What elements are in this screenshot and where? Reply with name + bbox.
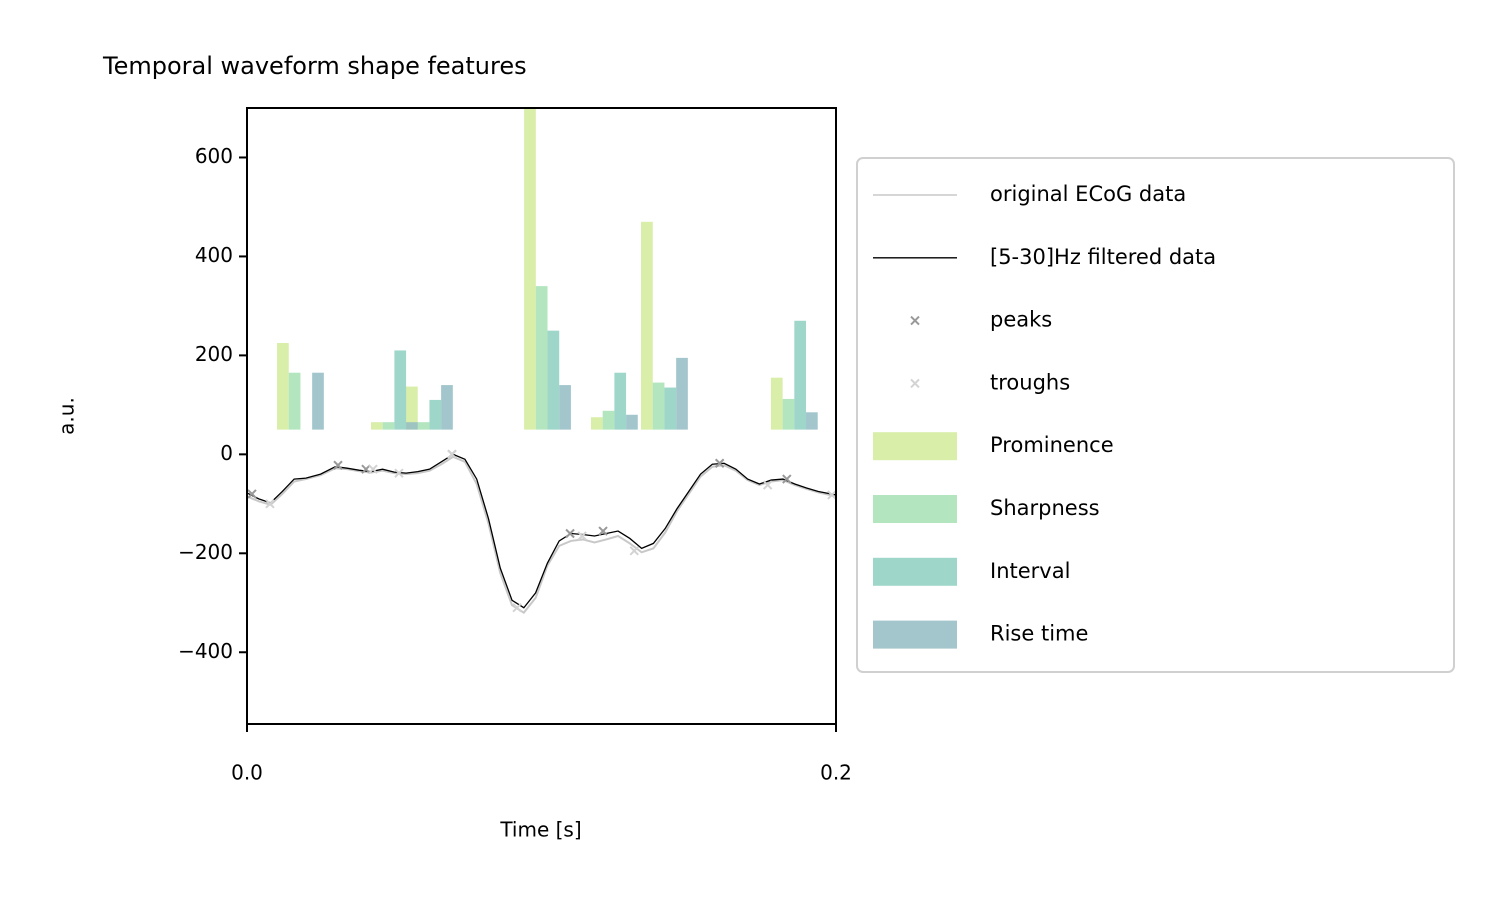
marker [577,531,587,541]
bar [590,417,603,430]
bar [370,422,383,430]
marker [512,603,522,613]
x-axis-label: Time [s] [499,818,581,842]
legend-label: Prominence [990,433,1114,457]
legend-label: Interval [990,559,1070,583]
legend-label: original ECoG data [990,182,1186,206]
marker [247,489,257,499]
bar [288,372,301,430]
line [247,453,836,609]
y-tick-label: 0 [220,441,233,465]
bar [664,387,677,430]
bar [382,422,395,430]
legend-box [856,157,1455,673]
legend-label: troughs [990,370,1070,394]
bar [782,398,795,430]
line [247,455,836,614]
x-tick-label: 0.2 [820,761,852,785]
legend-patch [873,432,957,461]
y-tick-label: 600 [195,144,233,168]
marker [447,449,457,460]
legend-label: [5-30]Hz filtered data [990,245,1216,269]
bar [406,386,418,430]
legend-marker [910,315,920,326]
bar [394,350,407,430]
marker [827,490,836,500]
bar [770,377,783,430]
bar [429,399,442,430]
marker [782,474,792,484]
marker [714,458,725,468]
y-tick-label: 400 [195,243,233,267]
marker [361,464,371,474]
bar [559,385,571,430]
bar [524,108,536,430]
x-tick-label: 0.0 [231,761,263,785]
legend-label: peaks [990,308,1052,332]
bar [547,330,560,430]
bar [806,412,818,430]
bar [614,372,627,430]
plot-area [247,108,836,614]
legend-label: Rise time [990,622,1088,646]
bar [535,286,548,430]
bar [626,414,638,430]
y-tick-label: −400 [178,639,233,663]
bar [641,221,653,430]
chart-title: Temporal waveform shape features [102,52,527,80]
legend-patch [873,620,957,649]
y-axis-label: a.u. [55,397,79,435]
bar [794,320,807,430]
marker [394,468,404,478]
marker [598,526,608,536]
marker [333,460,343,470]
bar [417,422,430,430]
bar [441,385,453,430]
marker [629,546,639,556]
legend-patch [873,495,957,523]
marker [368,464,378,474]
axes-frame [246,107,837,725]
bar [652,382,665,430]
bar [406,422,418,430]
marker [565,528,575,539]
bar [312,372,324,430]
legend-marker [910,378,920,389]
y-tick-label: 200 [195,342,233,366]
legend-label: Sharpness [990,496,1100,520]
marker [265,499,275,509]
bar [277,343,289,430]
y-tick-label: −200 [178,540,233,564]
bar [602,410,615,430]
legend-patch [873,557,957,586]
marker [762,480,773,490]
bar [676,357,688,430]
